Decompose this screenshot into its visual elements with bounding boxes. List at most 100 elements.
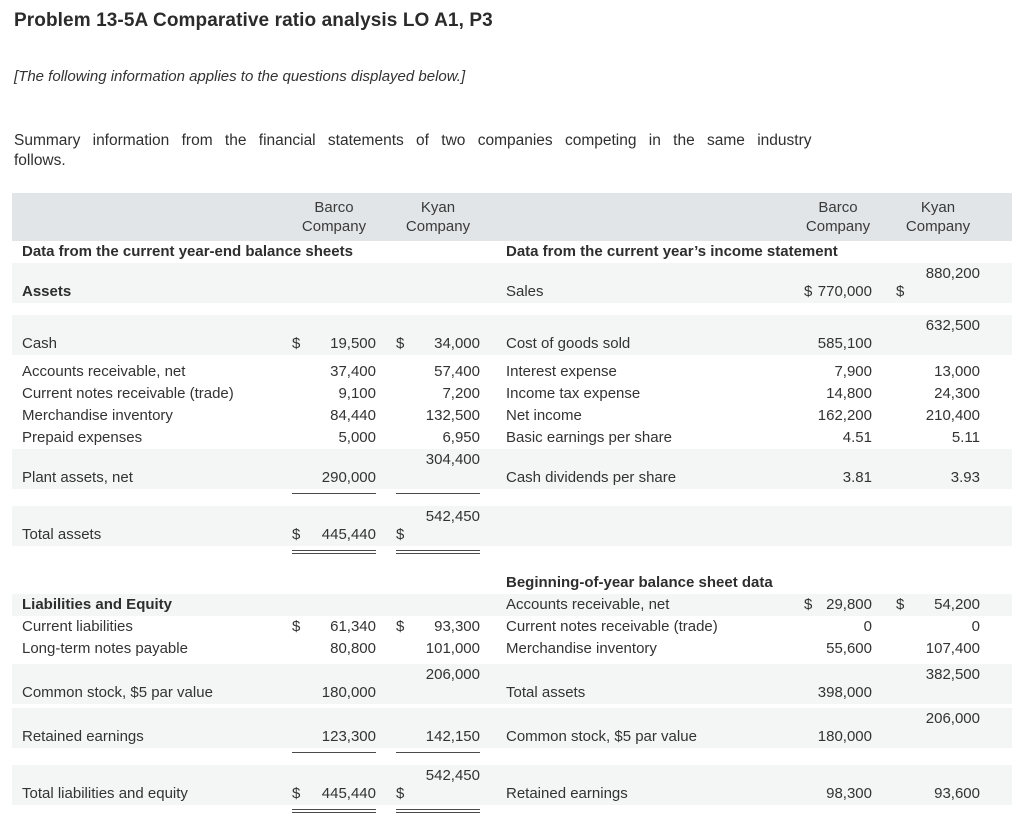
- row-label: Cost of goods sold: [506, 335, 631, 352]
- value-cell: 5,000: [292, 429, 376, 447]
- value: 54,200: [934, 596, 980, 613]
- value: 7,200: [442, 385, 480, 402]
- row-half-right: Merchandise inventory 55,600 107,400: [504, 640, 1012, 658]
- section-title: Data from the current year’s income stat…: [506, 243, 838, 260]
- row-half-left: Total liabilities and equity $445,440 542,…: [12, 767, 504, 803]
- row-label: Income tax expense: [506, 385, 641, 402]
- table-row: Long-term notes payable 80,800 101,000 Merc…: [12, 638, 1012, 660]
- row-label: Common stock, $5 par value: [22, 684, 213, 701]
- column-header-barco: Barco Company: [805, 199, 871, 235]
- row-half-right: Cost of goods sold 585,100 632,500: [504, 317, 1012, 353]
- column-header-kyan: Kyan Company: [405, 199, 471, 235]
- value-cell: 632,500: [896, 317, 980, 353]
- value-cell: $54,200: [896, 596, 980, 614]
- row-half-right: Accounts receivable, net $29,800 $54,200: [504, 596, 1012, 614]
- row-label: Merchandise inventory: [22, 407, 173, 424]
- dollar-sign: $: [292, 785, 301, 802]
- rule-segment: [396, 493, 480, 494]
- value: 162,200: [817, 407, 872, 424]
- row-label: Cash: [22, 335, 58, 352]
- value-cell: $445,440: [292, 526, 376, 544]
- row-label: Current liabilities: [22, 618, 133, 635]
- dollar-sign: $: [396, 618, 405, 635]
- row-label: Total assets: [22, 526, 102, 543]
- table-row: Data from the current year-end balance s…: [12, 241, 1012, 263]
- table-gap: [12, 498, 1012, 506]
- value: 29,800: [826, 596, 872, 613]
- value-cell: 101,000: [396, 640, 480, 658]
- row-half-right: Interest expense 7,900 13,000: [504, 363, 1012, 381]
- rule-segment: [292, 809, 376, 813]
- row-label: Prepaid expenses: [22, 429, 143, 446]
- value: 180,000: [321, 684, 376, 701]
- value-cell: $445,440: [292, 785, 376, 803]
- dollar-sign: $: [292, 526, 301, 543]
- rule-row: [12, 550, 1012, 554]
- value-cell: 0: [804, 618, 872, 636]
- intro-line-1: Summary information from the financial s…: [14, 132, 812, 149]
- row-half-right: Cash dividends per share 3.81 3.93: [504, 469, 1012, 487]
- value: 398,000: [817, 684, 872, 701]
- value: 24,300: [934, 385, 980, 402]
- value: 61,340: [330, 618, 376, 635]
- section-title: Beginning-of-year balance sheet data: [506, 574, 773, 591]
- value: 34,000: [434, 335, 480, 352]
- section-title: Data from the current year-end balance s…: [22, 243, 353, 260]
- value-cell: 3.81: [804, 469, 872, 487]
- row-label: Interest expense: [506, 363, 617, 380]
- row-label: Net income: [506, 407, 582, 424]
- value: 770,000: [817, 283, 872, 300]
- dollar-sign: $: [896, 283, 905, 300]
- row-label: Plant assets, net: [22, 469, 133, 486]
- value-cell: 3.93: [896, 469, 980, 487]
- value: 55,600: [826, 640, 872, 657]
- table-row: Cash $19,500 $34,000 Cost of goods sold 585,…: [12, 315, 1012, 355]
- row-half-left: Merchandise inventory 84,440 132,500: [12, 407, 504, 425]
- value-cell: 7,900: [804, 363, 872, 381]
- value-cell: 93,600: [896, 785, 980, 803]
- table-row: Current notes receivable (trade) 9,100 7,2…: [12, 383, 1012, 405]
- value: 84,440: [330, 407, 376, 424]
- value: 445,440: [321, 785, 376, 802]
- value-cell: 14,800: [804, 385, 872, 403]
- row-label: Current notes receivable (trade): [506, 618, 718, 635]
- value: 142,150: [425, 728, 480, 745]
- table-row: Plant assets, net 290,000 304,400 Cash divi…: [12, 449, 1012, 489]
- value: 6,950: [442, 429, 480, 446]
- value-cell: 180,000: [292, 684, 376, 702]
- value-cell: 290,000: [292, 469, 376, 487]
- table-header-row: Barco Company Kyan Company Barco Company Ky…: [12, 193, 1012, 241]
- rule-left: [12, 752, 504, 753]
- table-row: Merchandise inventory 84,440 132,500 Net in…: [12, 405, 1012, 427]
- row-label: Cash dividends per share: [506, 469, 677, 486]
- value-cell: 142,150: [396, 728, 480, 746]
- table-gap: [12, 303, 1012, 315]
- row-label: Assets: [22, 283, 72, 300]
- value: 98,300: [826, 785, 872, 802]
- table-row: Total assets $445,440 542,450 $: [12, 506, 1012, 546]
- dollar-sign: $: [396, 335, 405, 352]
- value: 57,400: [434, 363, 480, 380]
- dollar-sign: [396, 469, 480, 487]
- rule-left: [12, 809, 504, 813]
- table-row: Liabilities and Equity Accounts receivabl…: [12, 594, 1012, 616]
- value: 9,100: [338, 385, 376, 402]
- value: 93,300: [434, 618, 480, 635]
- rule-row: [12, 493, 1012, 494]
- column-header-barco: Barco Company: [301, 199, 367, 235]
- value-cell: 585,100: [804, 335, 872, 353]
- rule-segment: [396, 809, 480, 813]
- rule-left: [12, 550, 504, 554]
- value-cell: 210,400: [896, 407, 980, 425]
- row-half-left: Accounts receivable, net 37,400 57,400: [12, 363, 504, 381]
- problem-title: Problem 13-5A Comparative ratio analysis…: [14, 10, 493, 31]
- rule-segment: [396, 550, 480, 554]
- value-cell: 880,200 $: [896, 265, 980, 301]
- row-half-left: Prepaid expenses 5,000 6,950: [12, 429, 504, 447]
- financial-table: Barco Company Kyan Company Barco Company Ky…: [12, 193, 1012, 824]
- value: 101,000: [425, 640, 480, 657]
- value-cell: 7,200: [396, 385, 480, 403]
- dollar-sign: $: [804, 596, 813, 613]
- row-half-left: Assets: [12, 283, 504, 301]
- rule-row: [12, 809, 1012, 813]
